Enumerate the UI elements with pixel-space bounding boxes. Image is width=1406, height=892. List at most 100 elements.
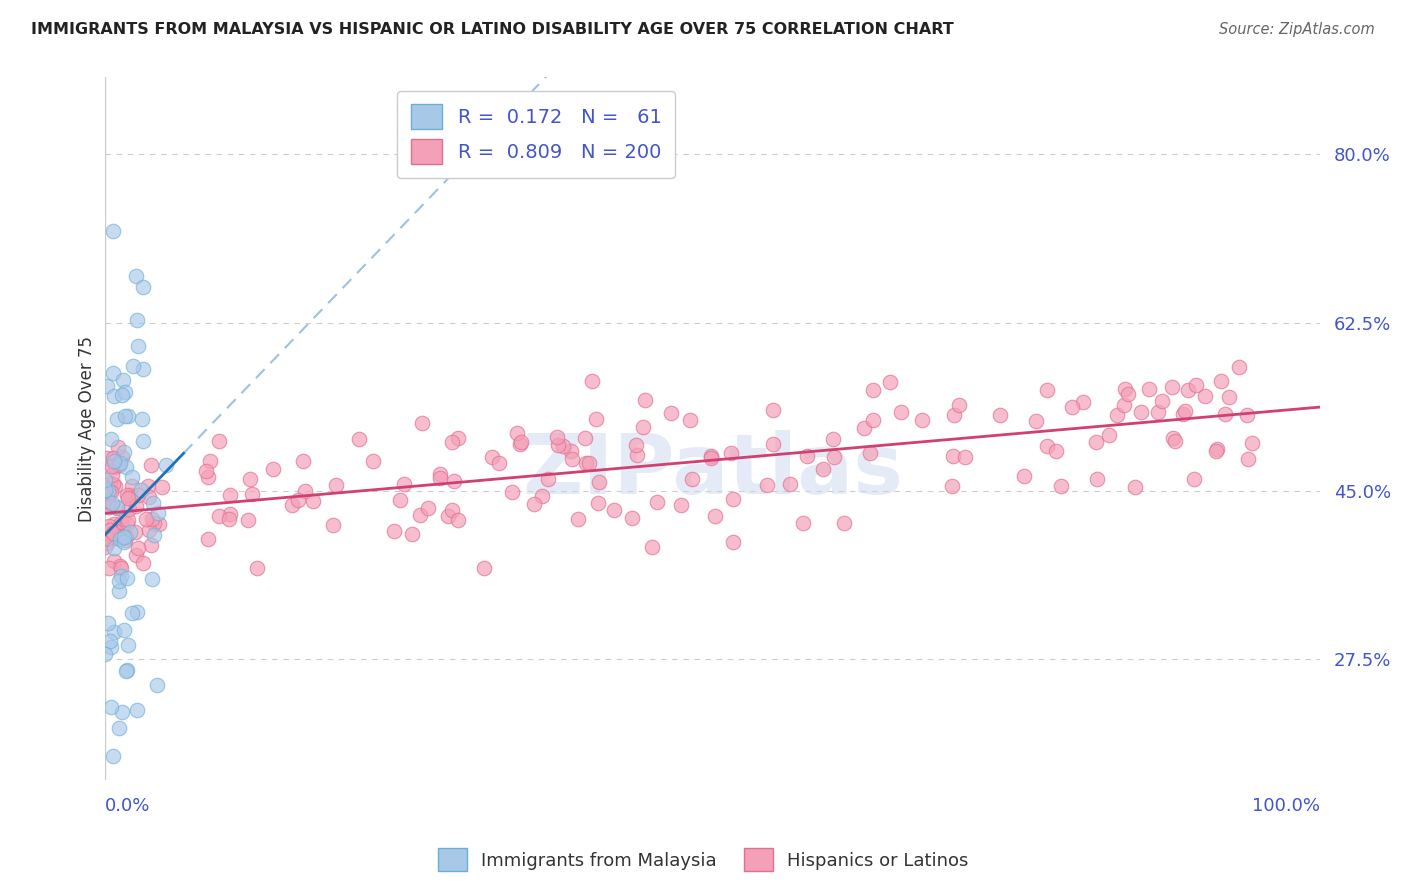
- Point: [132, 434, 155, 448]
- Point: [823, 450, 845, 464]
- Point: [641, 540, 664, 554]
- Point: [633, 419, 655, 434]
- Point: [107, 722, 129, 736]
- Point: [114, 623, 136, 637]
- Point: [879, 376, 901, 390]
- Point: [103, 541, 125, 556]
- Point: [101, 450, 124, 465]
- Point: [1205, 443, 1227, 458]
- Point: [112, 445, 135, 459]
- Point: [1025, 414, 1047, 428]
- Point: [1205, 442, 1227, 457]
- Point: [942, 449, 965, 463]
- Point: [121, 470, 143, 484]
- Point: [581, 374, 603, 388]
- Point: [132, 362, 155, 376]
- Point: [859, 446, 882, 460]
- Point: [669, 498, 692, 512]
- Point: [121, 606, 143, 620]
- Point: [382, 524, 405, 538]
- Point: [118, 502, 141, 516]
- Point: [127, 703, 149, 717]
- Point: [101, 748, 124, 763]
- Point: [240, 487, 263, 501]
- Point: [138, 490, 160, 504]
- Point: [131, 411, 153, 425]
- Point: [575, 456, 598, 470]
- Point: [585, 412, 607, 426]
- Point: [1112, 398, 1135, 412]
- Point: [117, 409, 139, 423]
- Point: [108, 456, 131, 470]
- Point: [574, 431, 596, 445]
- Point: [603, 503, 626, 517]
- Point: [127, 313, 149, 327]
- Point: [1097, 427, 1119, 442]
- Point: [1174, 404, 1197, 418]
- Point: [1227, 360, 1250, 375]
- Point: [97, 493, 120, 508]
- Point: [510, 435, 533, 450]
- Point: [115, 664, 138, 678]
- Point: [112, 522, 135, 536]
- Point: [302, 494, 325, 508]
- Point: [679, 413, 702, 427]
- Point: [198, 454, 221, 468]
- Point: [361, 454, 384, 468]
- Point: [1085, 472, 1108, 486]
- Point: [586, 496, 609, 510]
- Point: [197, 469, 219, 483]
- Point: [110, 530, 132, 544]
- Point: [948, 398, 970, 412]
- Point: [1160, 380, 1182, 394]
- Point: [1152, 393, 1174, 408]
- Point: [501, 485, 523, 500]
- Point: [101, 366, 124, 380]
- Point: [436, 509, 458, 524]
- Point: [96, 536, 118, 550]
- Point: [111, 450, 134, 464]
- Point: [1177, 383, 1199, 397]
- Point: [139, 538, 162, 552]
- Point: [96, 532, 118, 546]
- Point: [509, 437, 531, 451]
- Point: [1209, 374, 1232, 388]
- Point: [1060, 400, 1083, 414]
- Point: [103, 531, 125, 545]
- Point: [118, 487, 141, 501]
- Point: [821, 433, 844, 447]
- Point: [108, 532, 131, 546]
- Point: [103, 477, 125, 491]
- Point: [132, 279, 155, 293]
- Point: [124, 500, 146, 514]
- Point: [262, 462, 284, 476]
- Point: [645, 495, 668, 509]
- Point: [547, 437, 569, 451]
- Point: [621, 511, 644, 525]
- Point: [96, 451, 118, 466]
- Point: [1218, 390, 1240, 404]
- Point: [129, 483, 152, 497]
- Point: [120, 525, 142, 540]
- Point: [246, 561, 269, 575]
- Point: [953, 450, 976, 464]
- Point: [105, 500, 128, 514]
- Point: [117, 491, 139, 505]
- Point: [762, 403, 785, 417]
- Point: [1185, 378, 1208, 392]
- Point: [1213, 407, 1236, 421]
- Point: [537, 472, 560, 486]
- Text: IMMIGRANTS FROM MALAYSIA VS HISPANIC OR LATINO DISABILITY AGE OVER 75 CORRELATIO: IMMIGRANTS FROM MALAYSIA VS HISPANIC OR …: [31, 22, 953, 37]
- Point: [349, 433, 371, 447]
- Point: [1164, 434, 1187, 449]
- Point: [291, 454, 314, 468]
- Point: [429, 470, 451, 484]
- Point: [142, 516, 165, 530]
- Point: [659, 406, 682, 420]
- Point: [96, 378, 118, 392]
- Point: [1147, 405, 1170, 419]
- Point: [97, 519, 120, 533]
- Point: [105, 412, 128, 426]
- Point: [280, 498, 302, 512]
- Point: [1116, 387, 1139, 401]
